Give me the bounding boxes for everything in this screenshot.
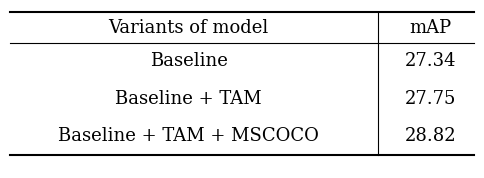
- Text: mAP: mAP: [409, 19, 452, 37]
- Text: Variants of model: Variants of model: [108, 19, 269, 37]
- Text: Baseline + TAM + MSCOCO: Baseline + TAM + MSCOCO: [59, 127, 319, 145]
- Text: Baseline: Baseline: [150, 52, 227, 70]
- Text: 27.34: 27.34: [405, 52, 456, 70]
- Text: 27.75: 27.75: [405, 90, 456, 108]
- Text: Baseline + TAM: Baseline + TAM: [116, 90, 262, 108]
- Text: 28.82: 28.82: [405, 127, 456, 145]
